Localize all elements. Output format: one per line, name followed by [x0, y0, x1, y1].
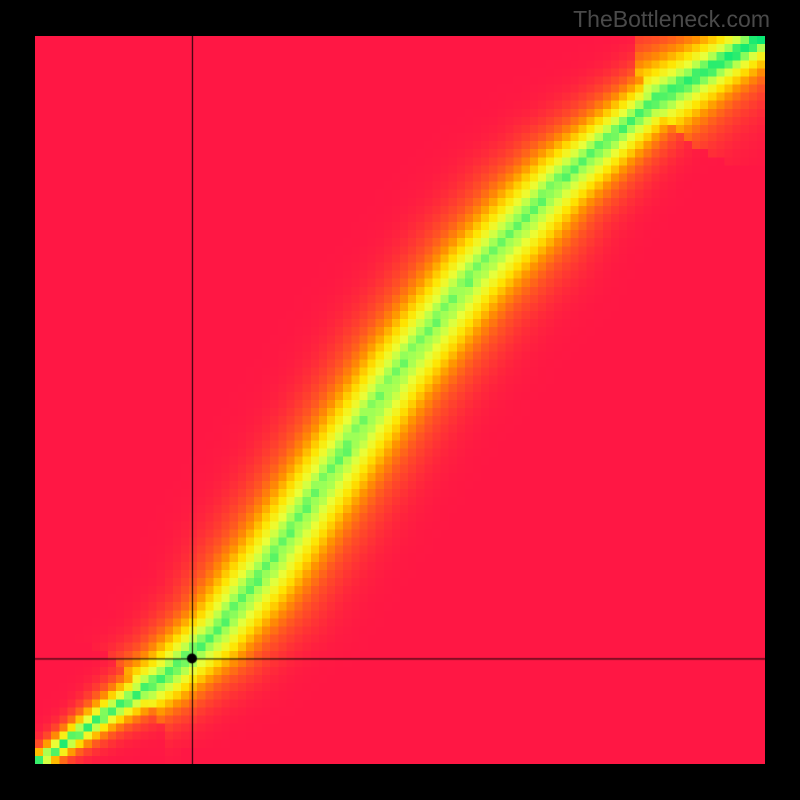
chart-container: TheBottleneck.com [0, 0, 800, 800]
watermark-text: TheBottleneck.com [573, 6, 770, 33]
crosshair-overlay [35, 36, 765, 764]
